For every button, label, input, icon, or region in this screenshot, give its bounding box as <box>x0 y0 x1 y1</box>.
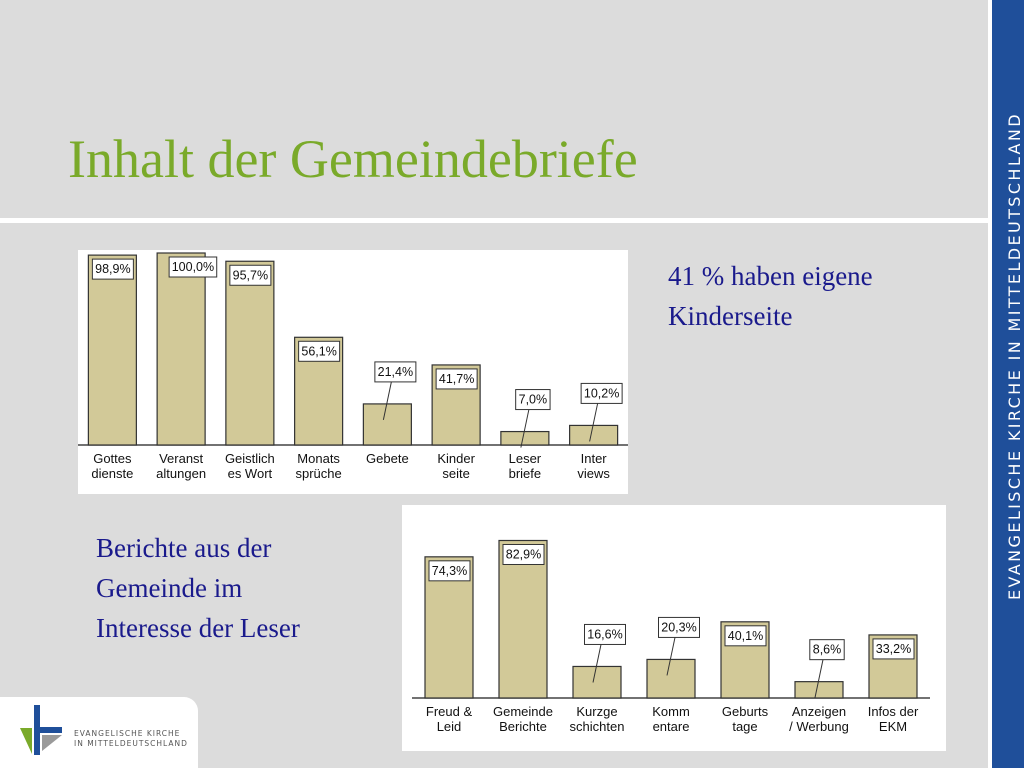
note-berichte: Berichte aus der Gemeinde im Interesse d… <box>96 528 300 648</box>
logo-wordmark: EVANGELISCHE KIRCHE IN MITTELDEUTSCHLAND <box>74 729 188 749</box>
label-leader-line <box>382 381 392 421</box>
label-leader-line <box>666 637 676 676</box>
data-label-box <box>229 264 272 286</box>
note-line: Gemeinde im <box>96 573 243 603</box>
logo-card <box>0 697 198 768</box>
category-label: Monats <box>297 451 340 466</box>
logo-line: EVANGELISCHE KIRCHE <box>74 729 181 738</box>
data-label: 8,6% <box>813 643 842 657</box>
bar <box>794 681 844 699</box>
label-leader-line <box>520 409 530 448</box>
data-label-box <box>584 623 626 645</box>
data-label-box <box>502 543 545 565</box>
category-label: Leser <box>509 451 542 466</box>
note-line: Interesse der Leser <box>96 613 300 643</box>
note-line: 41 % haben eigene <box>668 261 873 291</box>
category-label: es Wort <box>228 466 273 481</box>
category-label: altungen <box>156 466 206 481</box>
category-label: Komm <box>652 704 690 719</box>
category-label: briefe <box>509 466 542 481</box>
data-label-box <box>435 368 478 390</box>
brand-sidebar <box>988 0 1024 768</box>
category-label: Geburts <box>722 704 769 719</box>
data-label-box <box>374 361 417 383</box>
sidebar-brand-text: EVANGELISCHE KIRCHE IN MITTELDEUTSCHLAND <box>1005 112 1024 600</box>
data-label: 95,7% <box>233 268 268 282</box>
data-label: 56,1% <box>301 344 336 358</box>
category-label: Gebete <box>366 451 409 466</box>
category-label: tage <box>732 719 757 734</box>
data-label-box <box>580 382 623 404</box>
category-label: Anzeigen <box>792 704 846 719</box>
category-label: Kinder <box>437 451 475 466</box>
bar <box>225 260 275 446</box>
data-label-box <box>872 638 915 660</box>
category-label: views <box>577 466 610 481</box>
data-label-box <box>515 389 551 411</box>
category-label: dienste <box>91 466 133 481</box>
category-label: entare <box>653 719 690 734</box>
category-label: schichten <box>570 719 625 734</box>
category-label: Kurzge <box>576 704 617 719</box>
bar <box>156 252 206 446</box>
category-label: Infos der <box>868 704 919 719</box>
data-label-box <box>298 340 341 362</box>
bar <box>569 424 619 446</box>
chart-berichte: 74,3% Freud & Leid 82,9% Gemeinde Berichte 16,… <box>402 505 946 751</box>
data-label: 41,7% <box>439 372 474 386</box>
data-label: 100,0% <box>172 260 214 274</box>
label-leader-line <box>589 403 599 442</box>
data-label: 82,9% <box>506 547 541 561</box>
category-label: Gemeinde <box>493 704 553 719</box>
category-label: Freud & <box>426 704 473 719</box>
data-label: 21,4% <box>378 365 413 379</box>
data-label: 16,6% <box>587 627 622 641</box>
category-label: seite <box>442 466 469 481</box>
data-label: 20,3% <box>661 620 696 634</box>
data-label-box <box>809 639 845 661</box>
title-divider <box>0 218 988 223</box>
category-label: sprüche <box>296 466 342 481</box>
category-label: Inter <box>581 451 608 466</box>
category-label: Berichte <box>499 719 547 734</box>
chart-inhalt: 98,9% Gottes dienste 100,0% Veranst altungen 9… <box>78 250 628 494</box>
logo-line: IN MITTELDEUTSCHLAND <box>74 739 188 748</box>
category-label: / Werbung <box>789 719 849 734</box>
note-line: Kinderseite <box>668 301 793 331</box>
data-label: 7,0% <box>519 393 548 407</box>
data-label: 98,9% <box>95 262 130 276</box>
category-label: Gottes <box>93 451 132 466</box>
data-label-box <box>658 616 700 638</box>
note-kinderseite: 41 % haben eigene Kinderseite <box>668 256 873 336</box>
data-label: 10,2% <box>584 386 619 400</box>
label-leader-line <box>814 659 824 698</box>
bar <box>498 539 548 699</box>
data-label: 74,3% <box>432 564 467 578</box>
bar <box>646 658 696 699</box>
data-label-box <box>168 256 218 278</box>
bar <box>87 254 137 446</box>
cross-logo-icon <box>20 705 62 755</box>
bar <box>572 665 622 699</box>
category-label: Veranst <box>159 451 203 466</box>
data-label-box <box>91 258 134 280</box>
data-label-box <box>428 560 471 582</box>
category-label: Geistlich <box>225 451 275 466</box>
slide-title: Inhalt der Gemeindebriefe <box>68 129 638 189</box>
data-label: 40,1% <box>728 629 763 643</box>
category-label: Leid <box>437 719 462 734</box>
category-label: EKM <box>879 719 907 734</box>
note-line: Berichte aus der <box>96 533 272 563</box>
bar <box>500 430 550 446</box>
bar <box>362 403 412 446</box>
data-label: 33,2% <box>876 642 911 656</box>
label-leader-line <box>592 644 602 683</box>
data-label-box <box>724 625 767 647</box>
